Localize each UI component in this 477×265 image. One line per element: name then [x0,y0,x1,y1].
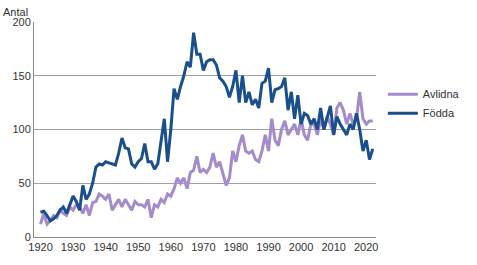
svg-text:1940: 1940 [93,241,117,253]
svg-text:1980: 1980 [224,241,248,253]
svg-text:1990: 1990 [256,241,280,253]
svg-text:2020: 2020 [354,241,378,253]
svg-text:100: 100 [12,123,30,135]
svg-text:2010: 2010 [321,241,345,253]
svg-text:Avlidna: Avlidna [423,88,460,100]
svg-text:1960: 1960 [159,241,183,253]
svg-text:1950: 1950 [126,241,150,253]
svg-text:Födda: Födda [423,107,455,119]
svg-text:1970: 1970 [191,241,215,253]
svg-text:0: 0 [25,231,31,243]
svg-text:1920: 1920 [28,241,52,253]
svg-text:150: 150 [12,70,30,82]
svg-text:200: 200 [12,16,30,28]
svg-text:Antal: Antal [3,6,28,18]
svg-text:2000: 2000 [289,241,313,253]
svg-text:50: 50 [19,177,31,189]
svg-text:1930: 1930 [61,241,85,253]
